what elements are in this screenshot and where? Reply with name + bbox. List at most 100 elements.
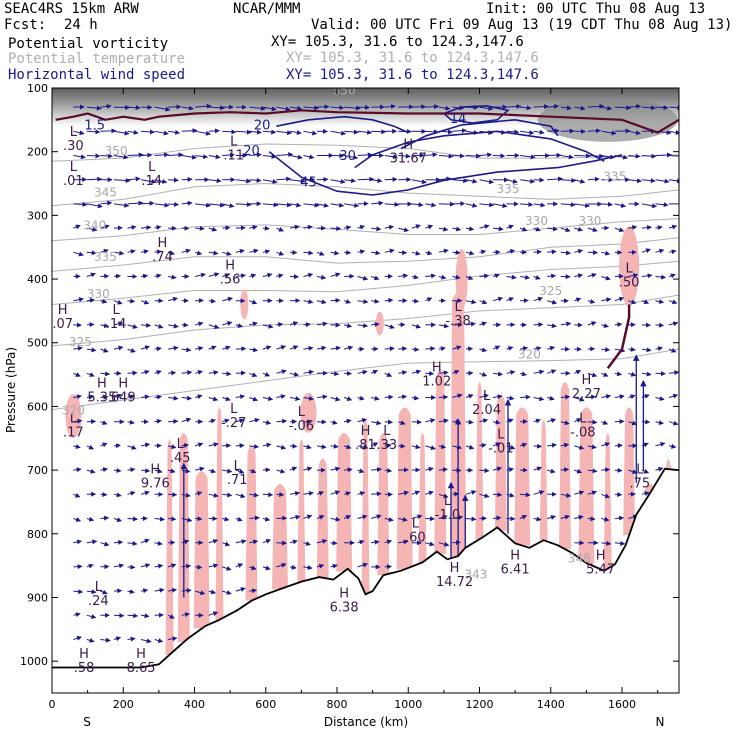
y-tick-label: 600 bbox=[27, 400, 48, 413]
wind-vector bbox=[533, 226, 541, 232]
wind-vector bbox=[520, 394, 531, 400]
wind-vector bbox=[452, 178, 469, 184]
wind-vector bbox=[195, 225, 205, 231]
wind-vector bbox=[127, 394, 135, 400]
wind-vector bbox=[506, 129, 520, 135]
y-tick-label: 700 bbox=[27, 464, 48, 477]
wind-vector bbox=[398, 227, 410, 233]
wind-vector bbox=[289, 490, 301, 496]
wind-vector bbox=[628, 420, 638, 426]
extremum-low-marker: L bbox=[483, 389, 491, 404]
wind-vector bbox=[519, 226, 528, 232]
wind-vector bbox=[235, 587, 246, 592]
wind-vector bbox=[492, 296, 504, 302]
wind-vector bbox=[127, 589, 135, 595]
extremum-value: .50 bbox=[619, 276, 640, 291]
wind-vector bbox=[357, 444, 369, 450]
wind-vector bbox=[262, 565, 271, 571]
wind-speed-contour-30 bbox=[354, 130, 605, 169]
wind-vector bbox=[276, 106, 291, 112]
wind-vector bbox=[303, 514, 313, 520]
wind-vector bbox=[398, 539, 409, 545]
wind-vector bbox=[330, 443, 339, 449]
wind-vector bbox=[357, 249, 366, 255]
wind-vector bbox=[587, 372, 598, 378]
wind-vector bbox=[289, 396, 301, 401]
wind-vector bbox=[641, 299, 650, 305]
wind-vector bbox=[641, 203, 658, 209]
wind-vector bbox=[628, 394, 636, 400]
wind-vector bbox=[113, 130, 130, 136]
wind-vector bbox=[195, 442, 204, 448]
wind-vector bbox=[371, 178, 383, 184]
extremum-high-marker: H bbox=[58, 303, 68, 318]
field-name-pv: Potential vorticity bbox=[8, 36, 169, 52]
wind-vector bbox=[208, 154, 221, 160]
wind-vector bbox=[86, 563, 94, 569]
extremum-value: 2.27 bbox=[572, 387, 601, 402]
wind-vector bbox=[86, 297, 96, 303]
wind-vector bbox=[520, 274, 531, 280]
wind-vector bbox=[344, 467, 353, 473]
wind-vector bbox=[655, 225, 663, 231]
wind-vector bbox=[452, 393, 463, 399]
wind-vector bbox=[195, 590, 206, 596]
wind-vector bbox=[100, 298, 108, 304]
wind-vector bbox=[425, 346, 436, 352]
wind-vector bbox=[249, 224, 258, 230]
wind-vector bbox=[100, 371, 111, 377]
extremum-low-marker: L bbox=[579, 411, 587, 426]
wind-vector bbox=[641, 153, 657, 159]
wind-vector bbox=[479, 321, 487, 327]
wind-vector bbox=[411, 202, 424, 208]
extremum-value: 6.38 bbox=[330, 600, 359, 615]
wind-vector bbox=[289, 130, 302, 135]
wind-vector bbox=[86, 468, 96, 474]
extremum-value: .17 bbox=[63, 425, 84, 440]
wind-vector bbox=[316, 321, 328, 327]
wind-vector bbox=[113, 299, 123, 305]
wind-vector bbox=[668, 178, 679, 184]
wind-vector bbox=[168, 444, 177, 450]
wind-vector bbox=[560, 514, 570, 520]
wind-vector bbox=[303, 105, 320, 111]
wind-vector bbox=[100, 420, 108, 425]
wind-vector bbox=[195, 564, 203, 570]
wind-vector bbox=[86, 539, 98, 545]
wind-vector bbox=[195, 394, 203, 400]
x-tick-label: 600 bbox=[255, 698, 276, 711]
wind-vector bbox=[289, 105, 303, 111]
extremum-high-marker: H bbox=[361, 424, 371, 439]
wind-vector bbox=[208, 226, 218, 232]
wind-vector bbox=[343, 491, 351, 497]
wind-vector bbox=[533, 490, 545, 495]
wind-vector bbox=[601, 420, 609, 425]
pv-shading-blob bbox=[65, 393, 82, 438]
wind-vector bbox=[181, 539, 190, 545]
wind-vector bbox=[587, 103, 605, 109]
wind-vector bbox=[262, 371, 271, 377]
wind-vector bbox=[357, 176, 375, 182]
wind-vector bbox=[452, 153, 465, 159]
wind-vector bbox=[520, 130, 535, 136]
wind-vector bbox=[371, 226, 382, 232]
wind-vector bbox=[303, 154, 315, 160]
wind-vector bbox=[168, 296, 179, 302]
wind-vector bbox=[73, 564, 83, 570]
wind-vector bbox=[547, 103, 560, 109]
wind-vector bbox=[425, 250, 433, 256]
wind-vector bbox=[330, 250, 340, 256]
wind-vector bbox=[492, 129, 507, 135]
wind-vector bbox=[113, 443, 121, 449]
wind-vector bbox=[249, 299, 258, 305]
pv-shading-column bbox=[664, 458, 673, 470]
wind-vector bbox=[520, 154, 536, 160]
wind-vector bbox=[574, 202, 591, 208]
wind-vector bbox=[465, 250, 475, 256]
wind-vector bbox=[127, 564, 136, 570]
wind-vector bbox=[560, 202, 576, 208]
wind-vector bbox=[195, 130, 212, 136]
wind-vector bbox=[181, 370, 193, 376]
wind-vector bbox=[357, 562, 369, 568]
wind-vector bbox=[438, 514, 448, 520]
